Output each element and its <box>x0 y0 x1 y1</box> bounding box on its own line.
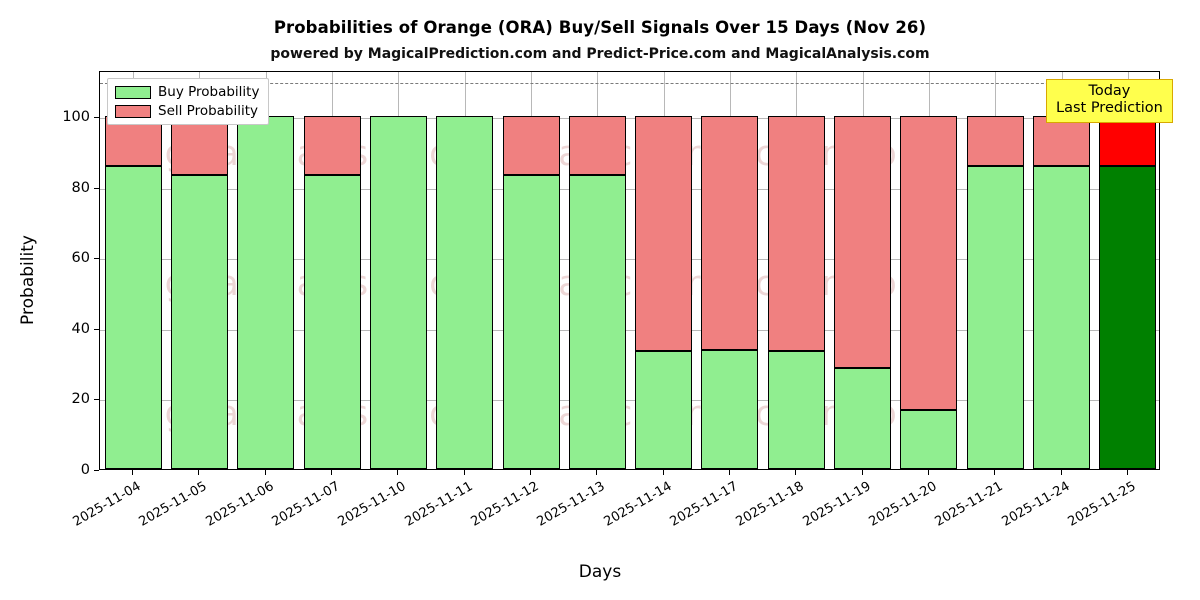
bar-group[interactable] <box>502 70 560 469</box>
y-tick-mark <box>94 116 99 118</box>
y-tick-label: 0 <box>80 462 90 478</box>
bar-segment-sell[interactable] <box>568 115 626 175</box>
x-tick-mark <box>795 470 797 475</box>
bar-group[interactable] <box>966 70 1024 469</box>
y-tick-mark <box>94 187 99 189</box>
bar-segment-buy[interactable] <box>237 115 295 469</box>
y-tick-mark <box>94 258 99 260</box>
gridline-horizontal <box>100 400 1159 402</box>
y-tick-mark <box>94 328 99 330</box>
y-tick-label: 100 <box>62 108 90 125</box>
bar-segment-buy[interactable] <box>104 166 162 469</box>
chart-legend[interactable]: Buy Probability Sell Probability <box>107 78 270 125</box>
y-axis-label: Probability <box>18 235 38 325</box>
bar-group[interactable] <box>104 70 162 469</box>
y-tick-mark <box>94 399 99 401</box>
x-tick-mark <box>927 470 929 475</box>
bar-segment-buy[interactable] <box>966 166 1024 469</box>
bar-segment-buy[interactable] <box>303 174 361 469</box>
bar-segment-buy[interactable] <box>436 115 494 469</box>
bar-segment-sell[interactable] <box>502 115 560 175</box>
bar-segment-sell[interactable] <box>900 115 958 411</box>
x-tick-mark <box>1060 470 1062 475</box>
gridline-horizontal <box>100 188 1159 190</box>
gridline-horizontal <box>100 117 1159 119</box>
bar-segment-sell[interactable] <box>1033 115 1091 167</box>
bar-segment-sell[interactable] <box>834 115 892 369</box>
today-label-line2: Last Prediction <box>1056 100 1163 117</box>
y-tick-label: 80 <box>71 179 90 196</box>
bar-segment-sell[interactable] <box>170 115 228 175</box>
x-tick-mark <box>331 470 333 475</box>
legend-swatch <box>115 85 151 99</box>
bar-segment-sell[interactable] <box>1099 115 1157 167</box>
bar-group[interactable] <box>568 70 626 469</box>
bar-segment-buy[interactable] <box>1033 166 1091 469</box>
chart-title: Probabilities of Orange (ORA) Buy/Sell S… <box>273 18 927 37</box>
bar-segment-buy[interactable] <box>170 174 228 469</box>
bar-segment-buy[interactable] <box>767 351 825 469</box>
x-tick-mark <box>596 470 598 475</box>
bar-segment-buy[interactable] <box>834 368 892 469</box>
x-tick-mark <box>861 470 863 475</box>
chart-subtitle: powered by MagicalPrediction.com and Pre… <box>270 46 930 62</box>
x-tick-mark <box>198 470 200 475</box>
x-tick-mark <box>530 470 532 475</box>
x-tick-mark <box>397 470 399 475</box>
x-tick-mark <box>662 470 664 475</box>
bar-segment-sell[interactable] <box>966 115 1024 167</box>
bar-segment-buy[interactable] <box>369 115 427 469</box>
plot-area: MagicalAnalysis.comMagicalPrediction.com… <box>99 71 1160 470</box>
bar-group[interactable] <box>436 70 494 469</box>
today-label-line1: Today <box>1088 83 1131 99</box>
legend-swatch <box>115 104 151 118</box>
bar-segment-buy[interactable] <box>1099 166 1157 469</box>
gridline-horizontal <box>100 329 1159 331</box>
today-annotation: Today Last Prediction <box>1046 79 1173 123</box>
bar-segment-buy[interactable] <box>568 174 626 469</box>
x-axis-label: Days <box>578 562 622 582</box>
bar-group[interactable] <box>635 70 693 469</box>
bar-group[interactable] <box>1033 70 1091 469</box>
bar-segment-sell[interactable] <box>303 115 361 175</box>
bar-group[interactable] <box>900 70 958 469</box>
x-tick-mark <box>728 470 730 475</box>
x-tick-mark <box>264 470 266 475</box>
bar-group[interactable] <box>237 70 295 469</box>
bars-layer <box>100 72 1159 469</box>
x-tick-mark <box>132 470 134 475</box>
x-tick-mark <box>994 470 996 475</box>
threshold-dashed-line <box>100 82 1159 84</box>
bar-group[interactable] <box>170 70 228 469</box>
bar-segment-buy[interactable] <box>635 351 693 469</box>
bar-group-today[interactable] <box>1099 70 1157 469</box>
bar-group[interactable] <box>303 70 361 469</box>
bar-segment-sell[interactable] <box>767 115 825 352</box>
x-tick-mark <box>463 470 465 475</box>
gridline-horizontal <box>100 259 1159 261</box>
y-tick-mark <box>94 470 99 471</box>
y-tick-label: 60 <box>71 250 90 267</box>
bar-segment-buy[interactable] <box>502 174 560 469</box>
legend-item-buy[interactable]: Buy Probability <box>115 84 259 100</box>
legend-label: Buy Probability <box>158 84 260 100</box>
bar-group[interactable] <box>767 70 825 469</box>
bar-segment-buy[interactable] <box>900 410 958 469</box>
bar-group[interactable] <box>369 70 427 469</box>
bar-segment-buy[interactable] <box>701 350 759 469</box>
y-tick-label: 40 <box>71 320 90 337</box>
y-tick-label: 20 <box>71 391 90 408</box>
bar-group[interactable] <box>834 70 892 469</box>
bar-segment-sell[interactable] <box>635 115 693 352</box>
legend-label: Sell Probability <box>158 103 259 119</box>
x-tick-mark <box>1126 470 1128 475</box>
bar-group[interactable] <box>701 70 759 469</box>
bar-segment-sell[interactable] <box>701 115 759 351</box>
legend-item-sell[interactable]: Sell Probability <box>115 103 259 119</box>
